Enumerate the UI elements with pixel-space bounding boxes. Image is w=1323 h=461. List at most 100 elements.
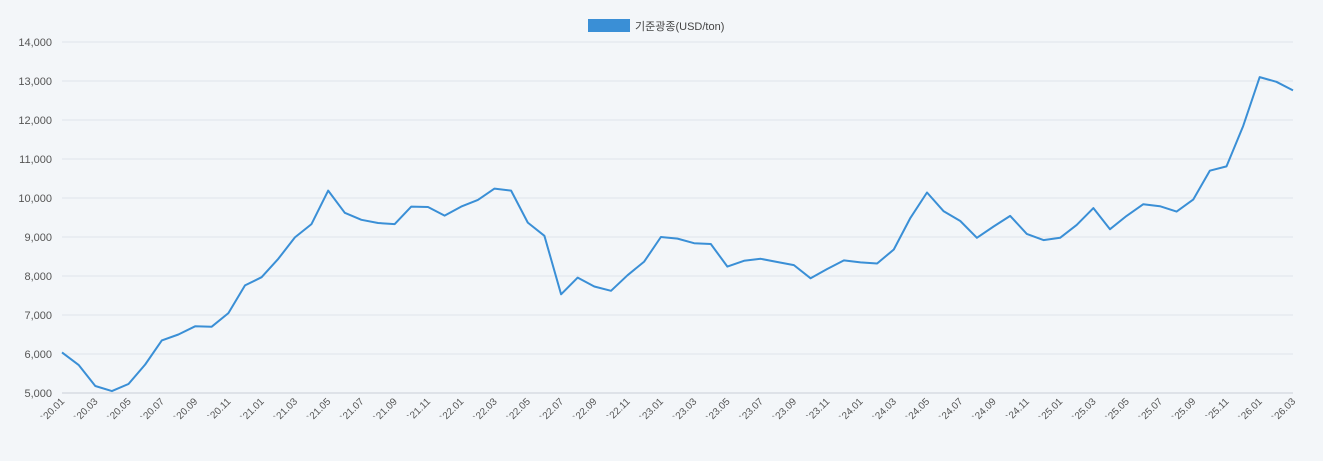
data-point[interactable] (309, 221, 315, 227)
data-point[interactable] (1074, 222, 1080, 228)
data-point[interactable] (1157, 203, 1163, 209)
data-point[interactable] (458, 204, 464, 210)
data-point[interactable] (824, 266, 830, 272)
data-point[interactable] (974, 235, 980, 241)
data-point[interactable] (675, 236, 681, 242)
data-point[interactable] (425, 204, 431, 210)
x-tick-label: `23.03 (671, 395, 700, 424)
data-point[interactable] (708, 241, 714, 247)
x-tick-label: `25.03 (1070, 395, 1099, 424)
data-point[interactable] (1040, 237, 1046, 243)
x-tick-label: `23.01 (637, 395, 666, 424)
legend[interactable]: 기준광종(USD/ton) (588, 19, 724, 33)
data-point[interactable] (392, 221, 398, 227)
data-point[interactable] (242, 282, 248, 288)
data-point[interactable] (1290, 87, 1296, 93)
data-point[interactable] (342, 210, 348, 216)
x-tick-label: `23.11 (804, 395, 832, 423)
data-point[interactable] (126, 381, 132, 387)
data-point[interactable] (575, 275, 581, 281)
data-point[interactable] (508, 188, 514, 194)
x-tick-label: `20.09 (172, 395, 201, 424)
x-tick-label: `20.05 (105, 395, 134, 424)
data-point[interactable] (275, 256, 281, 262)
legend-label: 기준광종(USD/ton) (635, 20, 724, 33)
x-tick-label: `22.07 (538, 395, 567, 424)
y-axis: 5,000 6,000 7,000 8,000 9,000 10,000 11,000 12,… (18, 37, 52, 400)
x-tick-label: `25.01 (1037, 395, 1066, 424)
x-tick-label: `21.03 (271, 395, 300, 424)
data-point[interactable] (442, 213, 448, 219)
data-point[interactable] (1007, 213, 1013, 219)
data-point[interactable] (492, 186, 498, 192)
data-point[interactable] (325, 188, 331, 194)
x-tick-label: `20.11 (205, 395, 233, 423)
data-point[interactable] (907, 215, 913, 221)
data-point[interactable] (758, 256, 764, 262)
data-point[interactable] (558, 291, 564, 297)
data-point[interactable] (724, 264, 730, 270)
data-point[interactable] (142, 362, 148, 368)
data-point[interactable] (1273, 79, 1279, 85)
data-point[interactable] (192, 323, 198, 329)
data-point[interactable] (808, 275, 814, 281)
data-point[interactable] (209, 324, 215, 330)
x-tick-label: `24.07 (937, 395, 966, 424)
data-point[interactable] (1107, 226, 1113, 232)
data-point[interactable] (891, 246, 897, 252)
x-tick-label: `24.11 (1004, 395, 1032, 423)
data-point[interactable] (541, 233, 547, 239)
data-point[interactable] (741, 258, 747, 264)
data-point[interactable] (641, 259, 647, 265)
data-point[interactable] (1223, 163, 1229, 169)
data-point[interactable] (957, 218, 963, 224)
data-point[interactable] (774, 259, 780, 265)
x-tick-label: `26.01 (1236, 395, 1265, 424)
data-point[interactable] (292, 234, 298, 240)
data-point[interactable] (625, 272, 631, 278)
data-point[interactable] (225, 310, 231, 316)
data-point[interactable] (1057, 235, 1063, 241)
data-point[interactable] (475, 197, 481, 203)
data-point[interactable] (1124, 213, 1130, 219)
data-point[interactable] (941, 208, 947, 214)
data-point[interactable] (76, 362, 82, 368)
data-point[interactable] (874, 261, 880, 267)
data-point[interactable] (109, 388, 115, 394)
series-line[interactable] (61, 76, 1294, 393)
x-tick-label: `22.01 (438, 395, 467, 424)
data-point[interactable] (608, 288, 614, 294)
data-point[interactable] (1024, 231, 1030, 237)
y-tick-label: 14,000 (18, 37, 52, 49)
data-point[interactable] (857, 259, 863, 265)
data-point[interactable] (841, 257, 847, 263)
data-point[interactable] (1140, 201, 1146, 207)
x-tick-label: `25.05 (1103, 395, 1132, 424)
data-point[interactable] (1174, 209, 1180, 215)
data-point[interactable] (175, 332, 181, 338)
data-point[interactable] (525, 220, 531, 226)
data-point[interactable] (591, 284, 597, 290)
data-point[interactable] (59, 349, 65, 355)
data-point[interactable] (924, 190, 930, 196)
y-tick-label: 10,000 (18, 193, 52, 205)
data-point[interactable] (691, 240, 697, 246)
data-point[interactable] (1090, 205, 1096, 211)
x-tick-label: `23.07 (737, 395, 766, 424)
data-point[interactable] (259, 274, 265, 280)
data-point[interactable] (1257, 74, 1263, 80)
data-point[interactable] (791, 262, 797, 268)
data-point[interactable] (375, 220, 381, 226)
data-point[interactable] (159, 337, 165, 343)
data-point[interactable] (991, 223, 997, 229)
data-point[interactable] (1207, 168, 1213, 174)
data-point[interactable] (1190, 197, 1196, 203)
x-tick-label: `24.09 (970, 395, 999, 424)
data-point[interactable] (358, 217, 364, 223)
data-point[interactable] (408, 204, 414, 210)
data-point[interactable] (92, 383, 98, 389)
x-tick-label: `21.07 (338, 395, 367, 424)
data-point[interactable] (1240, 123, 1246, 129)
data-point[interactable] (658, 234, 664, 240)
